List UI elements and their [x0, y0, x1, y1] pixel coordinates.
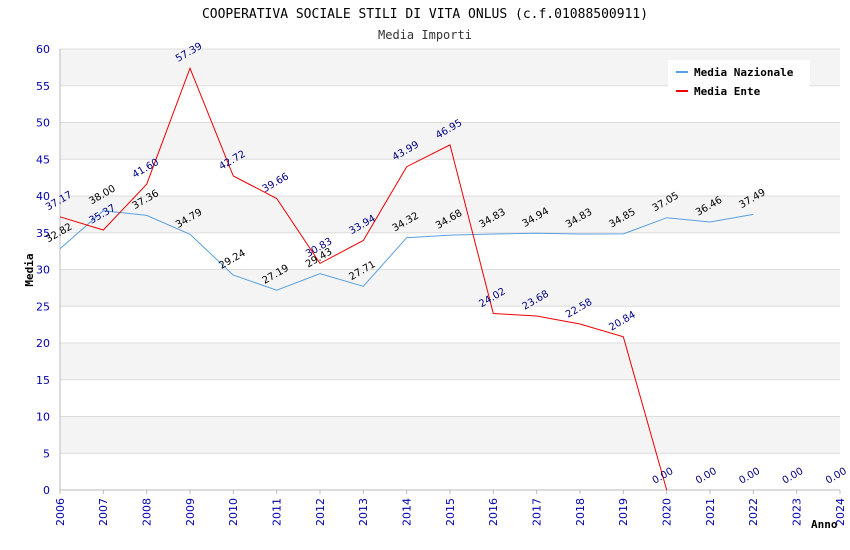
plot-band — [60, 343, 840, 380]
x-tick-label: 2010 — [227, 498, 240, 526]
plot-band — [60, 269, 840, 307]
y-axis-label: Media — [23, 253, 36, 286]
y-tick-label: 0 — [43, 484, 50, 497]
y-tick-label: 60 — [36, 43, 50, 56]
plot-background-bands — [60, 49, 840, 490]
x-tick-label: 2015 — [444, 498, 457, 526]
y-tick-label: 55 — [36, 80, 50, 93]
series-line-media-nazionale — [59, 210, 754, 291]
y-tick-label: 30 — [36, 264, 50, 277]
series-layer — [59, 66, 754, 491]
y-tick-label: 25 — [36, 300, 50, 313]
plot-band — [60, 196, 840, 233]
x-tick-label: 2018 — [574, 498, 587, 526]
chart-subtitle: Media Importi — [378, 28, 472, 42]
legend-box — [668, 60, 810, 104]
plot-band — [60, 306, 840, 343]
y-tick-label: 10 — [36, 411, 50, 424]
x-axis-ticks: 2006 2007 2008 2009 2010 2011 2012 2013 2014 2015… — [54, 490, 847, 526]
legend: Media Nazionale Media Ente — [668, 60, 810, 104]
x-tick-label: 2020 — [661, 498, 674, 526]
y-tick-label: 15 — [36, 374, 50, 387]
x-tick-label: 2022 — [747, 498, 760, 526]
y-tick-label: 20 — [36, 337, 50, 350]
y-tick-label: 50 — [36, 117, 50, 130]
x-tick-label: 2024 — [834, 498, 847, 526]
x-tick-label: 2023 — [791, 498, 804, 526]
x-tick-label: 2007 — [97, 498, 110, 526]
plot-band — [60, 232, 840, 270]
chart-title: COOPERATIVA SOCIALE STILI DI VITA ONLUS … — [202, 7, 648, 22]
x-tick-label: 2017 — [531, 498, 544, 526]
y-tick-label: 40 — [36, 190, 50, 203]
series-line-media-ente — [59, 66, 668, 491]
plot-band — [60, 453, 840, 490]
x-tick-label: 2021 — [704, 498, 717, 526]
y-tick-label: 35 — [36, 227, 50, 240]
x-tick-label: 2009 — [184, 498, 197, 526]
plot-band — [60, 379, 840, 417]
x-tick-label: 2019 — [617, 498, 630, 526]
y-axis-ticks: 0 5 10 15 20 25 30 35 40 45 50 55 60 — [36, 43, 50, 497]
x-axis-label: Anno — [811, 518, 838, 531]
x-tick-label: 2012 — [314, 498, 327, 526]
plot-band — [60, 416, 840, 454]
x-tick-label: 2016 — [487, 498, 500, 526]
x-tick-label: 2006 — [54, 498, 67, 526]
legend-item-media-nazionale: Media Nazionale — [694, 66, 794, 79]
plot-band — [60, 159, 840, 196]
y-tick-label: 45 — [36, 153, 50, 166]
x-tick-label: 2008 — [141, 498, 154, 526]
plot-band — [60, 122, 840, 160]
x-tick-label: 2013 — [357, 498, 370, 526]
y-tick-label: 5 — [43, 447, 50, 460]
x-tick-label: 2014 — [401, 498, 414, 526]
legend-item-media-ente: Media Ente — [694, 85, 761, 98]
x-tick-label: 2011 — [271, 498, 284, 526]
